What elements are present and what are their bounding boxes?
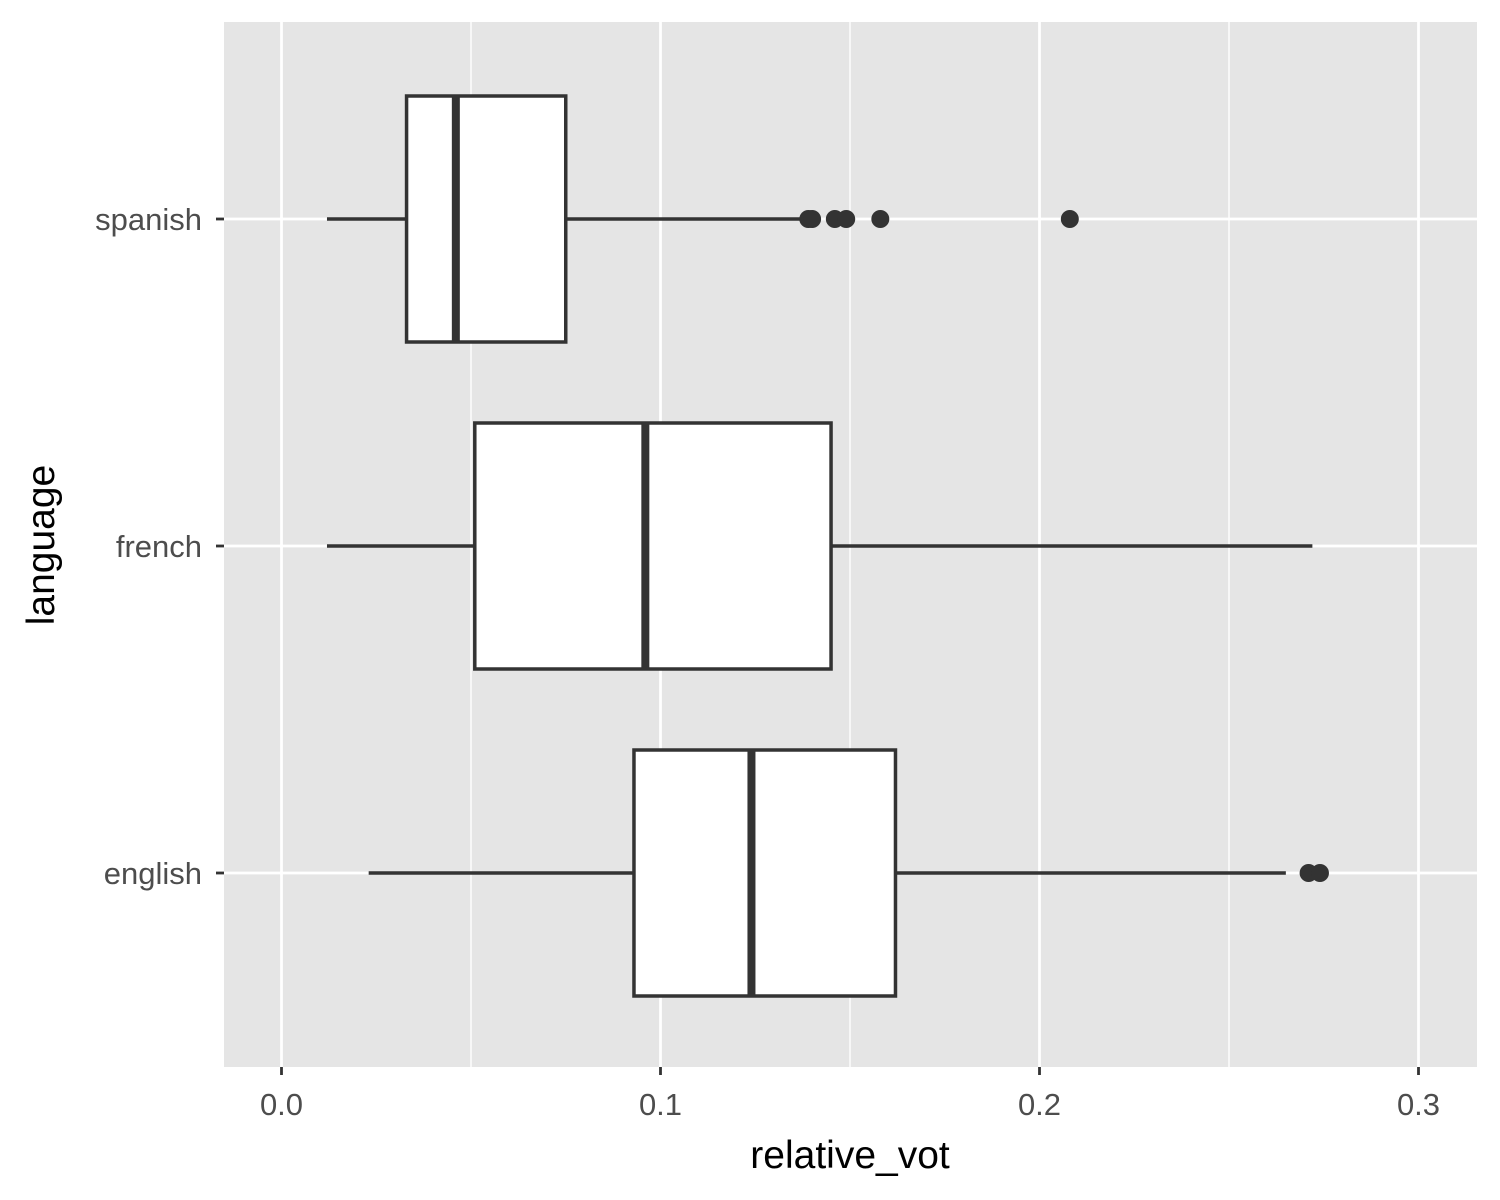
boxplot-english [368,748,1329,998]
outlier-point [1310,864,1329,882]
outlier-point [871,210,890,228]
y-tick-label-english: english [104,856,202,891]
x-tick-label: 0.0 [260,1087,303,1122]
y-axis-title: language [20,465,63,626]
boxplot-spanish [326,94,1079,344]
outlier-point [837,210,856,228]
x-tick-label: 0.2 [1018,1087,1061,1122]
boxplots [326,94,1329,998]
y-tick-label-french: french [116,529,202,564]
box-iqr [632,748,898,998]
box-iqr [404,94,568,344]
y-axis: english french spanish [95,202,224,891]
x-tick-label: 0.3 [1397,1087,1440,1122]
outlier-point [803,210,822,228]
boxplot-french [326,421,1313,671]
y-tick-label-spanish: spanish [95,202,202,237]
box-iqr [473,421,833,671]
x-axis: 0.0 0.1 0.2 0.3 [260,1067,1440,1122]
outlier-point [1060,210,1079,228]
x-axis-title: relative_vot [750,1134,950,1177]
x-tick-label: 0.1 [639,1087,682,1122]
